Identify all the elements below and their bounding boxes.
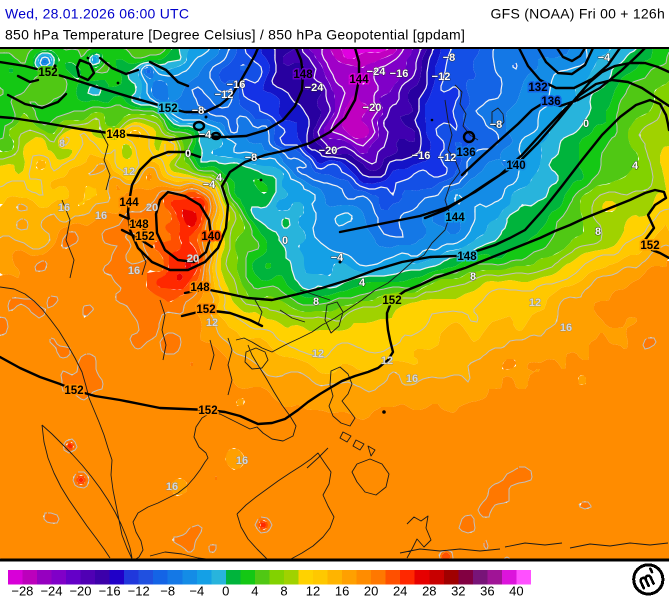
svg-text:−8: −8 xyxy=(160,584,175,599)
svg-text:−4: −4 xyxy=(331,252,344,264)
svg-text:4: 4 xyxy=(251,584,258,599)
svg-text:−4: −4 xyxy=(199,129,212,141)
svg-text:136: 136 xyxy=(456,147,475,159)
svg-text:32: 32 xyxy=(451,584,465,599)
svg-text:−8: −8 xyxy=(245,152,258,164)
svg-text:136: 136 xyxy=(541,96,560,108)
svg-text:−28: −28 xyxy=(11,584,33,599)
svg-text:−8: −8 xyxy=(443,52,456,64)
svg-text:−20: −20 xyxy=(319,145,338,157)
svg-text:−16: −16 xyxy=(227,79,246,91)
svg-text:−24: −24 xyxy=(367,66,387,78)
svg-text:12: 12 xyxy=(123,166,135,178)
svg-text:−4: −4 xyxy=(189,584,204,599)
svg-text:20: 20 xyxy=(146,202,158,214)
svg-text:148: 148 xyxy=(293,69,313,81)
svg-text:−8: −8 xyxy=(192,105,205,117)
svg-text:152: 152 xyxy=(196,304,215,316)
svg-text:152: 152 xyxy=(640,240,659,252)
svg-text:0: 0 xyxy=(222,584,229,599)
svg-text:152: 152 xyxy=(38,67,57,79)
svg-text:−16: −16 xyxy=(99,584,121,599)
svg-text:148: 148 xyxy=(106,129,126,141)
svg-text:16: 16 xyxy=(560,322,572,334)
svg-text:−12: −12 xyxy=(438,152,457,164)
svg-text:16: 16 xyxy=(95,210,107,222)
svg-text:16: 16 xyxy=(58,202,70,214)
svg-text:148: 148 xyxy=(190,282,210,294)
svg-text:12: 12 xyxy=(529,297,541,309)
svg-text:16: 16 xyxy=(166,481,178,493)
svg-text:148: 148 xyxy=(129,219,149,231)
svg-text:152: 152 xyxy=(64,385,83,397)
svg-text:Wed, 28.01.2026 06:00 UTC: Wed, 28.01.2026 06:00 UTC xyxy=(5,6,189,22)
svg-text:16: 16 xyxy=(128,265,140,277)
svg-text:16: 16 xyxy=(335,584,349,599)
svg-text:144: 144 xyxy=(349,74,369,86)
svg-text:16: 16 xyxy=(236,455,248,467)
svg-text:16: 16 xyxy=(406,373,418,385)
svg-text:−8: −8 xyxy=(490,119,503,131)
svg-text:152: 152 xyxy=(135,231,154,243)
svg-text:−12: −12 xyxy=(128,584,150,599)
svg-text:−16: −16 xyxy=(412,150,431,162)
svg-text:12: 12 xyxy=(306,584,320,599)
svg-text:−20: −20 xyxy=(363,102,382,114)
svg-text:−24: −24 xyxy=(305,82,325,94)
svg-text:−24: −24 xyxy=(40,584,62,599)
svg-text:28: 28 xyxy=(422,584,436,599)
svg-text:4: 4 xyxy=(359,277,366,289)
svg-text:20: 20 xyxy=(364,584,378,599)
svg-text:−12: −12 xyxy=(432,71,451,83)
svg-text:40: 40 xyxy=(509,584,523,599)
svg-text:0: 0 xyxy=(583,118,589,130)
svg-text:24: 24 xyxy=(393,584,407,599)
svg-text:0: 0 xyxy=(282,235,288,247)
svg-text:148: 148 xyxy=(457,251,477,263)
svg-text:144: 144 xyxy=(119,197,139,209)
svg-text:12: 12 xyxy=(312,348,324,360)
svg-text:4: 4 xyxy=(632,160,639,172)
svg-text:8: 8 xyxy=(280,584,287,599)
svg-text:12: 12 xyxy=(381,355,393,367)
svg-text:−16: −16 xyxy=(390,68,409,80)
svg-text:140: 140 xyxy=(201,231,220,243)
svg-text:152: 152 xyxy=(158,103,177,115)
svg-text:20: 20 xyxy=(187,253,199,265)
svg-text:0: 0 xyxy=(185,148,191,160)
svg-text:132: 132 xyxy=(528,82,547,94)
svg-text:4: 4 xyxy=(216,172,223,184)
svg-text:8: 8 xyxy=(470,271,476,283)
svg-text:8: 8 xyxy=(59,138,65,150)
svg-text:−4: −4 xyxy=(598,52,611,64)
svg-text:12: 12 xyxy=(206,317,218,329)
svg-text:8: 8 xyxy=(313,296,319,308)
svg-text:GFS (NOAA) Fri 00 + 126h: GFS (NOAA) Fri 00 + 126h xyxy=(491,6,665,22)
svg-text:152: 152 xyxy=(198,405,217,417)
svg-text:−12: −12 xyxy=(215,89,234,101)
svg-text:850 hPa Temperature [Degree Ce: 850 hPa Temperature [Degree Celsius] / 8… xyxy=(5,27,465,43)
svg-text:144: 144 xyxy=(445,212,465,224)
svg-text:8: 8 xyxy=(595,226,601,238)
svg-text:36: 36 xyxy=(480,584,494,599)
svg-text:−20: −20 xyxy=(69,584,91,599)
svg-text:140: 140 xyxy=(506,160,525,172)
svg-text:−4: −4 xyxy=(203,179,216,191)
svg-text:152: 152 xyxy=(382,295,401,307)
